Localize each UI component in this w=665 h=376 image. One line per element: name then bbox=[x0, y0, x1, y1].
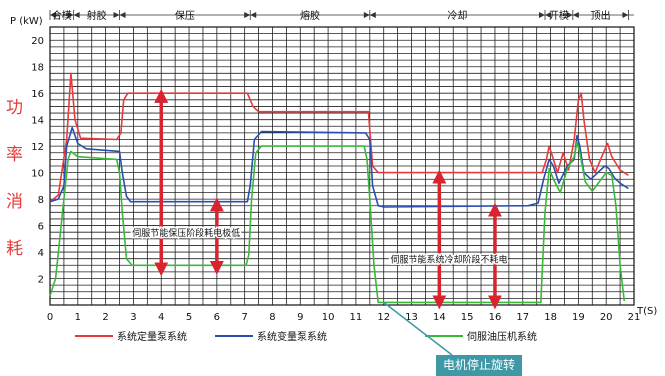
motor-stop-callout: 电机停止旋转 bbox=[436, 355, 522, 376]
legend-label: 伺服油压机系统 bbox=[467, 330, 537, 343]
phase-arrow-end bbox=[566, 12, 573, 18]
x-tick-label: 10 bbox=[322, 312, 335, 323]
phase-label: 顶出 bbox=[591, 9, 611, 22]
side-label-char: 消 bbox=[6, 192, 23, 212]
phase-arrow-start bbox=[73, 12, 80, 18]
x-tick-label: 7 bbox=[241, 312, 247, 323]
x-tick-label: 20 bbox=[600, 312, 613, 323]
x-tick-label: 11 bbox=[350, 312, 363, 323]
x-tick-label: 19 bbox=[572, 312, 585, 323]
phase-arrow-start bbox=[250, 12, 257, 18]
phase-arrow-end bbox=[113, 12, 120, 18]
phase-arrow-end bbox=[539, 12, 546, 18]
callout-pointer bbox=[383, 301, 453, 356]
x-axis-label: T(S) bbox=[636, 306, 657, 317]
side-label-char: 率 bbox=[6, 145, 23, 165]
phase-label: 熔胶 bbox=[300, 9, 320, 22]
phase-arrow-start bbox=[119, 12, 126, 18]
plot-frame bbox=[49, 26, 635, 306]
phase-arrow-start bbox=[572, 12, 579, 18]
series-line bbox=[49, 126, 629, 208]
y-tick-label: 18 bbox=[31, 63, 44, 74]
y-tick-label: 12 bbox=[31, 142, 44, 153]
x-tick-label: 21 bbox=[628, 312, 641, 323]
x-tick-label: 17 bbox=[516, 312, 529, 323]
phase-arrow-start bbox=[50, 12, 56, 18]
x-tick-label: 12 bbox=[377, 312, 390, 323]
side-label-char: 耗 bbox=[6, 239, 23, 259]
x-tick-label: 14 bbox=[433, 312, 446, 323]
phase-arrow-end bbox=[363, 12, 370, 18]
x-tick-label: 4 bbox=[158, 312, 164, 323]
y-tick-label: 14 bbox=[31, 116, 44, 127]
y-tick-label: 8 bbox=[38, 195, 44, 206]
series-line bbox=[49, 141, 626, 304]
phase-label: 冷却 bbox=[447, 9, 467, 22]
y-tick-label: 16 bbox=[31, 89, 44, 100]
annotation-text: 伺服节能保压阶段耗电极低 bbox=[132, 227, 240, 239]
x-tick-label: 1 bbox=[75, 312, 81, 323]
series-line bbox=[49, 72, 629, 203]
phase-arrow-end bbox=[67, 12, 74, 18]
x-tick-label: 5 bbox=[186, 312, 192, 323]
x-tick-label: 15 bbox=[461, 312, 474, 323]
x-tick-label: 9 bbox=[297, 312, 303, 323]
y-tick-label: 4 bbox=[38, 248, 44, 259]
legend-label: 系统变量泵系统 bbox=[257, 330, 327, 343]
x-tick-label: 13 bbox=[405, 312, 418, 323]
phase-label: 保压 bbox=[175, 9, 195, 22]
x-tick-label: 6 bbox=[214, 312, 220, 323]
phase-arrow-start bbox=[369, 12, 376, 18]
phase-arrow-end bbox=[244, 12, 251, 18]
x-tick-label: 8 bbox=[269, 312, 275, 323]
y-axis-label: P (kW) bbox=[10, 16, 43, 27]
y-tick-label: 20 bbox=[31, 36, 44, 47]
x-tick-label: 18 bbox=[544, 312, 557, 323]
phase-label: 开模 bbox=[549, 10, 569, 22]
x-tick-label: 16 bbox=[489, 312, 502, 323]
side-label-char: 功 bbox=[6, 98, 23, 118]
x-tick-label: 2 bbox=[102, 312, 108, 323]
phase-arrow-end bbox=[622, 12, 629, 18]
phase-label: 射胶 bbox=[87, 9, 107, 22]
y-tick-label: 10 bbox=[31, 169, 44, 180]
legend-label: 系统定量泵系统 bbox=[117, 330, 187, 343]
y-tick-label: 2 bbox=[38, 275, 44, 286]
x-tick-label: 3 bbox=[130, 312, 136, 323]
annotation-text: 伺服节能系统冷却阶段不耗电 bbox=[391, 254, 508, 266]
y-tick-label: 6 bbox=[38, 222, 44, 233]
phase-label: 合模 bbox=[52, 9, 72, 22]
phase-arrow-start bbox=[545, 12, 552, 18]
x-tick-label: 0 bbox=[47, 312, 53, 323]
